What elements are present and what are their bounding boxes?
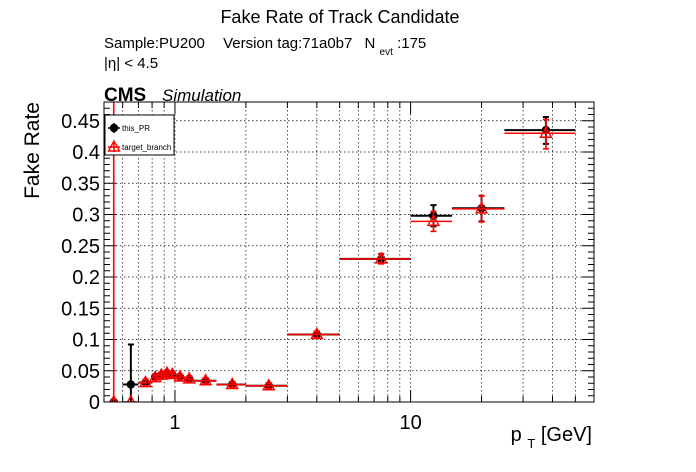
- sample-label: Sample:PU200: [104, 35, 205, 52]
- x-tick-label: 1: [169, 412, 180, 434]
- data-point: [410, 204, 453, 228]
- data-marker: [138, 375, 153, 388]
- x-tick-label: 10: [399, 412, 421, 434]
- data-point: [245, 378, 288, 391]
- x-axis-title: p T [GeV]: [511, 424, 592, 453]
- version-tag-label: Version tag:71a0b7: [223, 35, 352, 52]
- data-point: [182, 371, 196, 384]
- series-target_branch: [109, 102, 576, 402]
- legend-entry: target_branch: [107, 139, 171, 152]
- nevt-value: :175: [397, 35, 426, 52]
- x-axis-title-unit: [GeV]: [541, 424, 592, 446]
- data-point: [173, 369, 187, 382]
- data-marker: [165, 367, 180, 380]
- legend-box: [104, 114, 175, 156]
- data-marker: [126, 394, 135, 402]
- data-marker: [374, 251, 388, 264]
- chart-title: Fake Rate of Track Candidate: [220, 7, 459, 27]
- data-point: [165, 367, 180, 380]
- y-tick-label: 0.4: [72, 142, 100, 164]
- x-axis-title-sub: T: [527, 436, 535, 451]
- grid-lines: [103, 102, 595, 402]
- legend-label: this_PR: [122, 124, 150, 133]
- data-point: [216, 377, 246, 390]
- legend-marker: [107, 139, 121, 152]
- y-tick-label: 0.25: [61, 236, 100, 258]
- data-marker: [426, 213, 441, 227]
- y-tick-label: 0.1: [72, 330, 100, 352]
- data-point: [504, 118, 576, 150]
- legend-label: target_branch: [122, 143, 171, 152]
- data-point: [122, 343, 139, 402]
- data-point: [193, 373, 217, 386]
- data-point: [452, 194, 505, 223]
- y-tick-label: 0.15: [61, 298, 100, 320]
- plot-frame: [103, 101, 595, 403]
- legend: this_PR target_branch: [104, 114, 175, 156]
- y-tick-label: 0.35: [61, 173, 100, 195]
- data-point: [287, 327, 340, 340]
- data-marker: [109, 394, 118, 402]
- y-tick-label: 0.05: [61, 361, 100, 383]
- header-sample: Sample:PU200 Version tag:71a0b7 N evt :1…: [104, 35, 426, 59]
- data-marker: [182, 371, 196, 384]
- data-point: [122, 394, 139, 402]
- data-series: [109, 102, 576, 402]
- nevt-subscript: evt: [380, 47, 394, 58]
- data-marker: [126, 380, 136, 389]
- y-tick-label: 0.45: [61, 111, 100, 133]
- data-marker: [198, 373, 213, 386]
- x-axis-title-main: p: [511, 424, 522, 446]
- data-point: [339, 251, 411, 265]
- data-marker: [173, 369, 187, 382]
- data-marker: [310, 327, 324, 340]
- data-marker: [148, 370, 162, 383]
- data-point: [410, 210, 453, 233]
- series-this_PR: [109, 116, 576, 402]
- y-tick-label: 0.2: [72, 267, 100, 289]
- legend-marker: [109, 123, 119, 133]
- data-marker: [539, 125, 553, 138]
- y-axis-title: Fake Rate: [21, 102, 44, 199]
- y-axis: 0 0.05 0.1 0.15 0.2 0.25 0.3 0.35 0.4 0.45: [61, 101, 594, 414]
- cms-label: CMS: [104, 85, 146, 106]
- data-point: [138, 375, 153, 388]
- y-tick-label: 0: [89, 392, 100, 414]
- nevt-symbol: N: [365, 35, 376, 52]
- legend-entry: this_PR: [108, 123, 150, 133]
- data-marker: [225, 377, 239, 390]
- eta-cut-label: |η| < 4.5: [104, 55, 158, 72]
- y-tick-label: 0.3: [72, 205, 100, 227]
- data-marker: [262, 378, 276, 391]
- data-marker: [474, 201, 489, 214]
- data-marker: [154, 367, 168, 380]
- cms-simulation-label: Simulation: [162, 86, 241, 105]
- x-axis: 1 10: [103, 102, 595, 434]
